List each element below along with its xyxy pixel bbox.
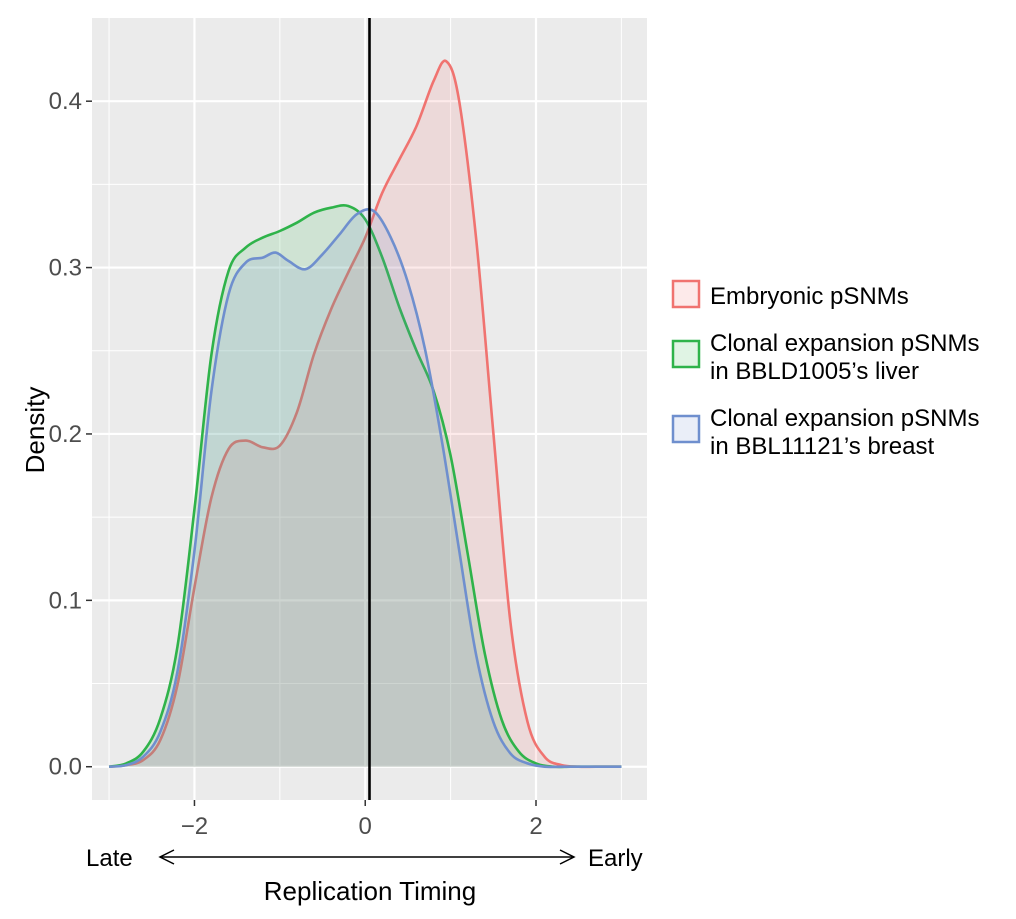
arrowhead-left: [158, 849, 175, 865]
late-label: Late: [86, 845, 133, 872]
early-label: Early: [588, 845, 643, 872]
y-tick-label: 0.3: [49, 255, 82, 282]
density-areas: [108, 59, 622, 769]
y-tick-label: 0.2: [49, 421, 82, 448]
y-tick-label: 0.4: [49, 88, 82, 115]
x-tick-label: 0: [359, 813, 372, 840]
x-axis-title: Replication Timing: [264, 876, 476, 906]
legend-label: in BBL11121’s breast: [710, 433, 934, 460]
y-tick-label: 0.1: [49, 587, 82, 614]
y-tick-label: 0.0: [49, 754, 82, 781]
legend-label: Clonal expansion pSNMs: [710, 330, 979, 357]
legend-key: [671, 339, 701, 369]
legend-label: Embryonic pSNMs: [710, 283, 909, 310]
y-axis: 0.0 0.1 0.2 0.3 0.4: [49, 88, 92, 781]
x-tick-label: 2: [529, 813, 542, 840]
y-axis-title: Density: [20, 387, 50, 474]
x-axis: −2 0 2: [181, 800, 543, 840]
density-area-series-3: [109, 209, 622, 767]
timing-direction-annotation: Late Early: [86, 845, 643, 872]
x-tick-label: −2: [181, 813, 208, 840]
density-line-series-2: [108, 204, 622, 769]
density-area-series-2: [109, 205, 622, 767]
legend-key: [671, 279, 701, 309]
legend-label: Clonal expansion pSNMs: [710, 405, 979, 432]
legend-item-1: Embryonic pSNMs: [671, 279, 909, 310]
legend-label: in BBLD1005’s liver: [710, 358, 919, 385]
density-line-series-3: [108, 208, 622, 769]
arrowhead-right: [559, 849, 576, 865]
density-line-series-1: [108, 59, 622, 769]
density-area-series-1: [109, 60, 622, 767]
legend-key: [671, 414, 701, 444]
